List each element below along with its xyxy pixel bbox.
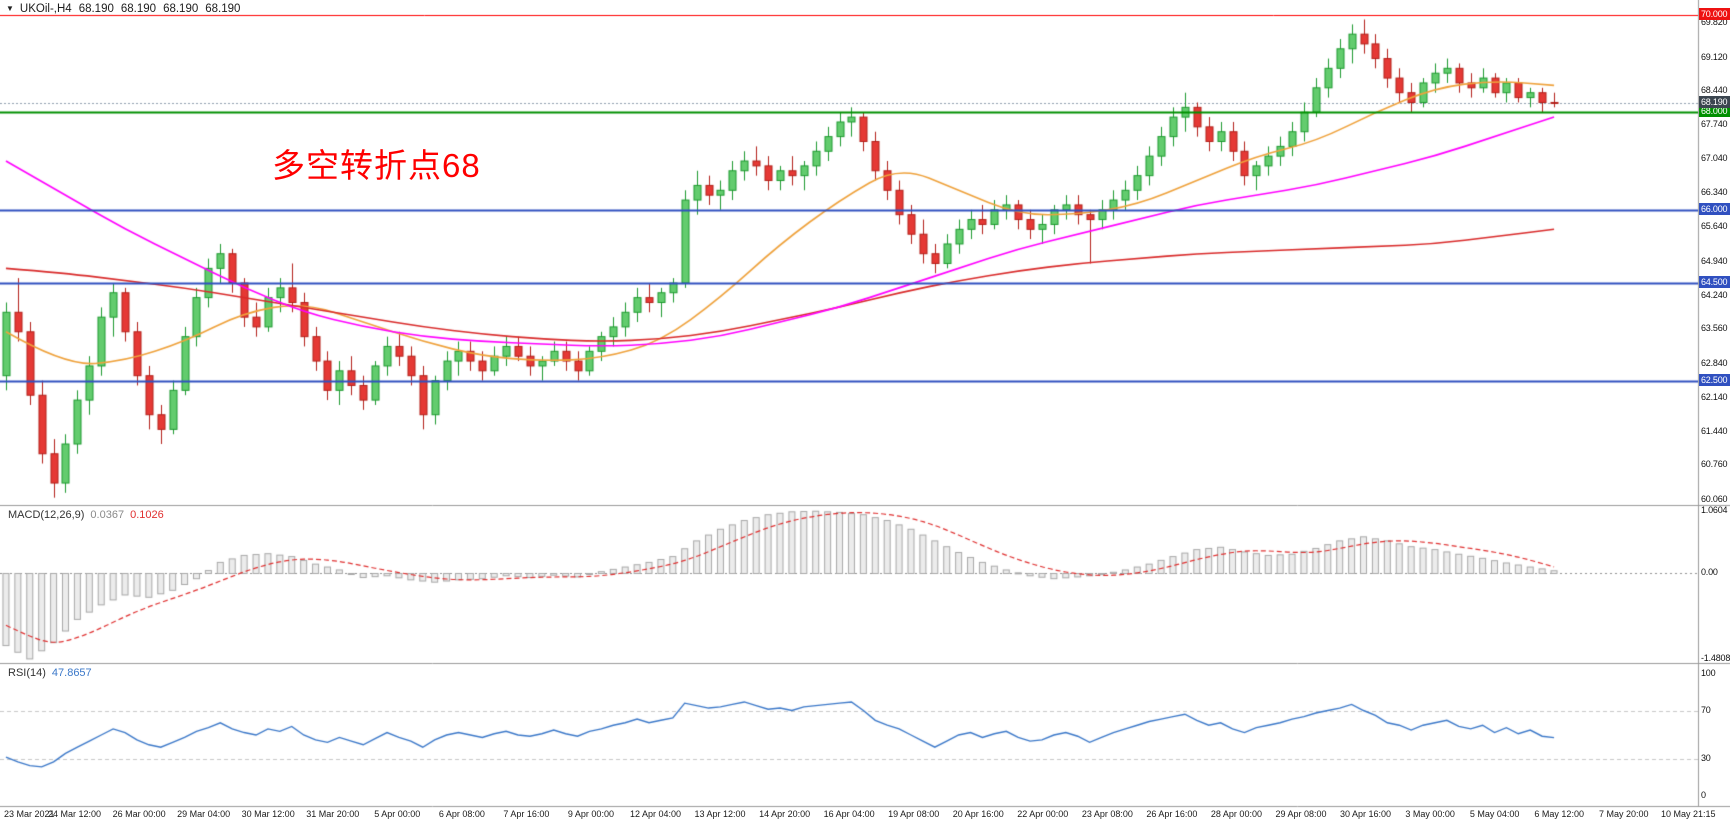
macd-signal-value: 0.1026 [130,509,164,521]
ohlc-low: 68.190 [163,3,199,15]
current-price-label: 68.190 [1699,95,1730,108]
time-label: 3 May 00:00 [1405,809,1455,819]
time-label: 12 Apr 04:00 [629,809,682,819]
time-label: 5 Apr 00:00 [374,809,421,819]
price-level-label: 64.500 [1699,275,1730,288]
time-label: 20 Apr 16:00 [952,809,1004,819]
macd-scale-tick: -1.4808 [1701,652,1730,663]
ohlc-open: 68.190 [78,3,114,15]
time-label: 26 Apr 16:00 [1146,809,1198,819]
time-axis[interactable]: 23 Mar 2021 24 Mar 12:00 26 Mar 00:00 29 Ma… [0,809,1730,826]
time-label: 9 Apr 00:00 [567,809,614,819]
time-label: 7 Apr 16:00 [503,809,550,819]
time-label: 24 Mar 12:00 [48,809,102,819]
time-label: 7 May 20:00 [1598,809,1649,819]
macd-value: 0.0367 [90,509,125,521]
price-level-label: 62.500 [1699,373,1730,386]
time-label: 6 Apr 08:00 [438,809,485,819]
time-label: 10 May 21:15 [1661,809,1716,819]
macd-indicator-label: MACD(12,26,9) 0.0367 0.1026 [8,509,170,521]
rsi-scale-tick: 30 [1701,753,1711,764]
macd-name: MACD(12,26,9) [8,509,85,521]
rsi-name: RSI(14) [8,667,46,679]
time-label: 30 Apr 16:00 [1340,809,1392,819]
price-tick: 69.820 [1701,17,1728,28]
price-tick: 69.120 [1701,51,1728,62]
macd-scale-tick: 1.0604 [1701,505,1728,516]
time-label: 28 Apr 00:00 [1210,809,1262,819]
ohlc-high: 68.190 [120,3,157,15]
time-label: 16 Apr 04:00 [823,809,875,819]
rsi-scale-tick: 100 [1701,667,1716,678]
chart-header: ▼ UKOil-,H4 68.190 68.190 68.190 68.190 [6,3,240,15]
price-tick: 64.240 [1701,289,1728,300]
price-tick: 66.340 [1701,187,1728,198]
rsi-scale-tick: 0 [1701,790,1706,801]
time-label: 13 Apr 12:00 [694,809,746,819]
symbol-dropdown-icon[interactable]: ▼ [6,4,14,13]
price-level-label: 66.000 [1699,202,1730,215]
time-label: 22 Apr 00:00 [1017,809,1069,819]
price-tick: 65.640 [1701,221,1728,232]
price-tick: 64.940 [1701,255,1728,266]
time-label: 29 Apr 08:00 [1275,809,1327,819]
time-label: 6 May 12:00 [1534,809,1584,819]
price-tick: 62.840 [1701,357,1728,368]
price-tick: 60.760 [1701,459,1728,470]
price-tick: 68.440 [1701,84,1728,95]
macd-scale-tick: 0.00 [1701,566,1718,577]
time-label: 26 Mar 00:00 [112,809,166,819]
price-tick: 63.560 [1701,322,1728,333]
price-tick: 62.140 [1701,392,1728,403]
price-level-label: 70.000 [1699,7,1730,20]
price-scale[interactable]: 69.820 69.120 68.440 67.740 67.040 66.340 65.6… [1698,0,1730,806]
rsi-value: 47.8657 [51,667,92,679]
price-tick: 61.440 [1701,426,1728,437]
rsi-scale-tick: 70 [1701,704,1711,715]
time-label: 19 Apr 08:00 [888,809,940,819]
time-label: 30 Mar 12:00 [241,809,295,819]
time-label: 14 Apr 20:00 [759,809,811,819]
ohlc-close: 68.190 [205,3,241,15]
price-tick: 67.040 [1701,153,1728,164]
time-label: 31 Mar 20:00 [306,809,360,819]
chart-annotation-text[interactable]: 多空转折点68 [272,147,481,184]
time-label: 29 Mar 04:00 [177,809,231,819]
symbol-period: UKOil-,H4 [19,3,72,15]
time-label: 23 Apr 08:00 [1081,809,1133,819]
price-level-label: 68.000 [1699,105,1730,118]
price-tick: 60.060 [1701,493,1728,504]
price-tick: 67.740 [1701,118,1728,129]
time-label: 23 Mar 2021 [4,809,55,819]
time-label: 5 May 04:00 [1469,809,1520,819]
rsi-indicator-label: RSI(14) 47.8657 [8,667,98,679]
